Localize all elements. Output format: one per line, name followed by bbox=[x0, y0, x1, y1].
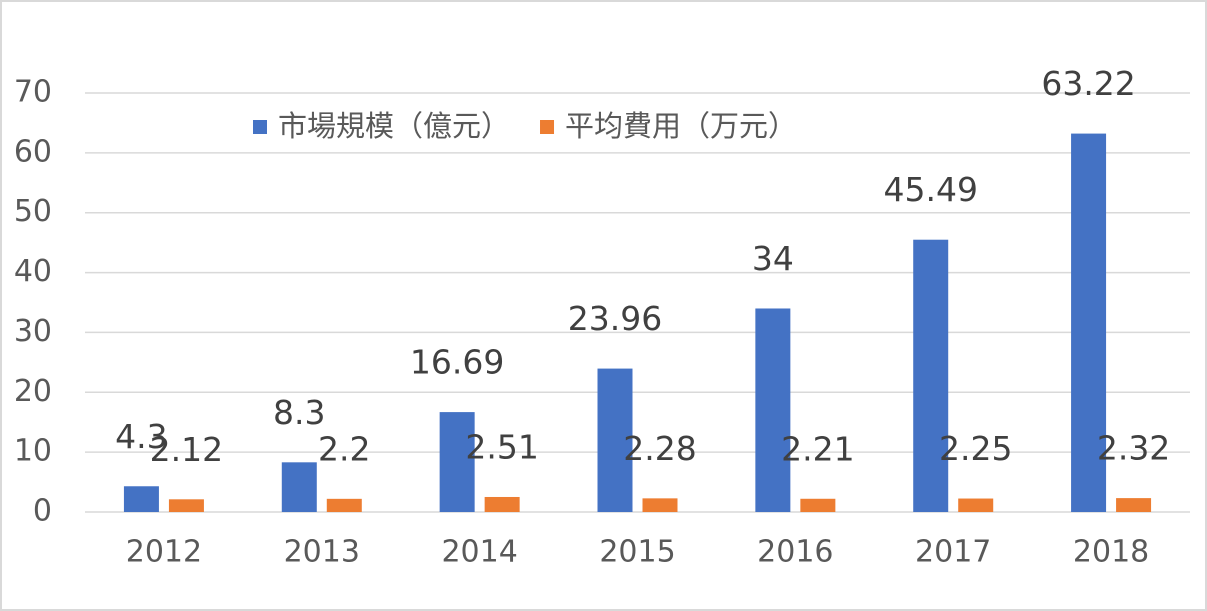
legend-swatch bbox=[253, 120, 267, 134]
bar bbox=[123, 486, 159, 512]
bar bbox=[642, 498, 678, 512]
y-tick-label: 60 bbox=[14, 134, 52, 169]
bar bbox=[913, 239, 949, 513]
value-label: 2.51 bbox=[465, 427, 538, 466]
bar bbox=[597, 368, 633, 512]
x-tick-label: 2015 bbox=[599, 535, 675, 570]
y-tick-label: 30 bbox=[14, 314, 52, 349]
bar bbox=[326, 498, 362, 512]
x-tick-label: 2017 bbox=[915, 535, 991, 570]
value-label: 2.12 bbox=[150, 430, 223, 469]
bar bbox=[800, 498, 836, 512]
y-tick-label: 40 bbox=[14, 254, 52, 289]
bar bbox=[755, 308, 791, 512]
value-label: 16.69 bbox=[410, 343, 504, 382]
x-tick-label: 2012 bbox=[126, 535, 202, 570]
bar bbox=[281, 462, 317, 512]
bar bbox=[439, 412, 475, 512]
x-tick-label: 2014 bbox=[441, 535, 517, 570]
value-label: 34 bbox=[752, 239, 794, 278]
y-tick-label: 50 bbox=[14, 194, 52, 229]
value-label: 2.28 bbox=[623, 429, 696, 468]
y-tick-label: 70 bbox=[14, 75, 52, 110]
value-label: 8.3 bbox=[273, 393, 325, 432]
y-tick-label: 0 bbox=[33, 494, 52, 529]
value-label: 23.96 bbox=[568, 299, 662, 338]
bar bbox=[168, 499, 204, 512]
x-tick-label: 2016 bbox=[757, 535, 833, 570]
value-label: 2.25 bbox=[939, 429, 1012, 468]
y-tick-label: 20 bbox=[14, 374, 52, 409]
value-label: 45.49 bbox=[883, 170, 977, 209]
bar bbox=[1071, 133, 1107, 513]
bar bbox=[958, 498, 994, 512]
value-label: 2.2 bbox=[318, 429, 370, 468]
x-tick-label: 2013 bbox=[284, 535, 360, 570]
bar bbox=[484, 496, 520, 512]
x-tick-label: 2018 bbox=[1073, 535, 1149, 570]
legend-swatch bbox=[540, 120, 555, 134]
value-label: 2.32 bbox=[1097, 429, 1170, 468]
bar bbox=[1116, 498, 1152, 512]
value-label: 4.3 bbox=[115, 417, 167, 456]
value-label: 2.21 bbox=[781, 429, 854, 468]
value-label: 63.22 bbox=[1041, 64, 1135, 103]
legend-label: 市場規模（億元） bbox=[278, 109, 510, 143]
y-tick-label: 10 bbox=[14, 434, 52, 469]
legend-label: 平均費用（万元） bbox=[565, 109, 797, 143]
